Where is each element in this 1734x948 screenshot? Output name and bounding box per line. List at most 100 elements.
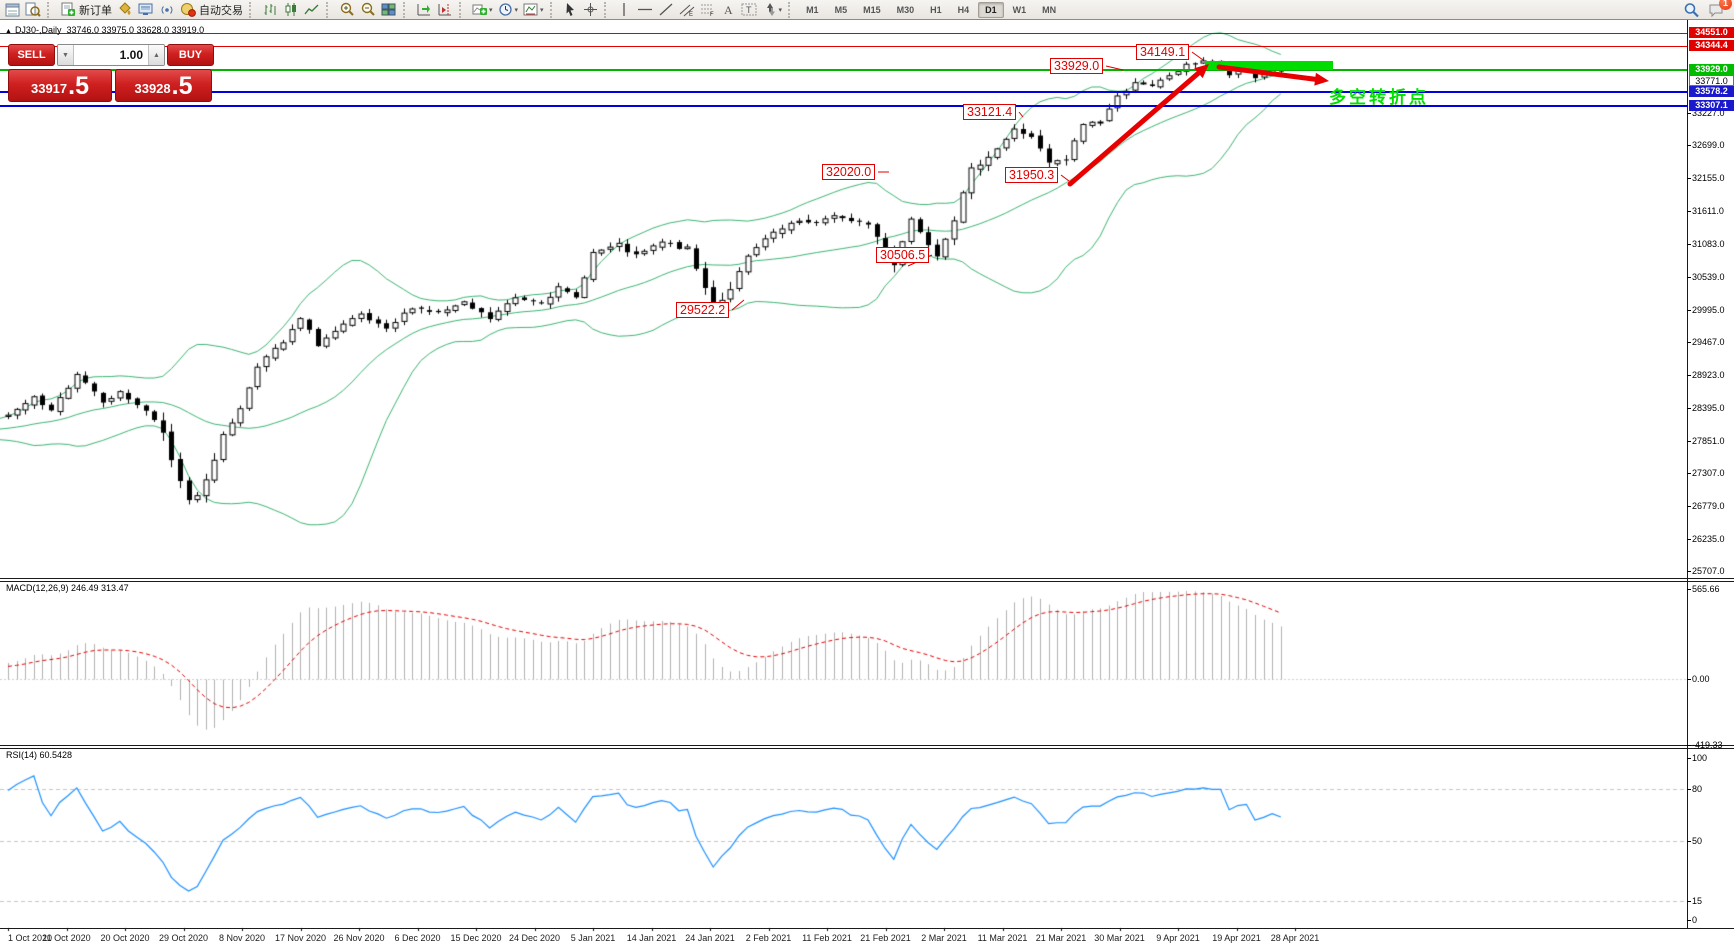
- autotrading-button[interactable]: 自动交易: [178, 1, 245, 19]
- add-indicator-button[interactable]: ▾: [470, 1, 495, 19]
- tile-windows-button[interactable]: [379, 1, 399, 19]
- chart-shift-button[interactable]: [435, 1, 455, 19]
- price-callout-label[interactable]: 30506.5: [876, 247, 930, 263]
- volume-increase-button[interactable]: ▲: [148, 45, 164, 65]
- date-tick-label: 2 Mar 2021: [921, 933, 967, 943]
- svg-text:F: F: [710, 12, 714, 17]
- toolbar-right-group: 1: [1681, 0, 1732, 19]
- collapse-triangle-icon[interactable]: ▲: [5, 28, 12, 35]
- date-tick-label: 15 Dec 2020: [450, 933, 502, 943]
- price-callout-label[interactable]: 34149.1: [1136, 44, 1190, 60]
- timeframe-button-w1[interactable]: W1: [1012, 4, 1027, 15]
- date-tick-label: 11 Feb 2021: [802, 933, 852, 943]
- text-button[interactable]: A: [719, 1, 738, 19]
- time-axis-line: [0, 928, 1734, 929]
- timeframe-button-m5[interactable]: M5: [834, 4, 848, 15]
- candlestick-chart-button[interactable]: [281, 1, 301, 19]
- price-tick-label: 27307.0: [1687, 468, 1725, 478]
- price-tick-label: 32155.0: [1687, 173, 1725, 183]
- price-tick-label: 26779.0: [1687, 501, 1725, 511]
- price-callout-label[interactable]: 33121.4: [963, 104, 1017, 120]
- templates-button[interactable]: ▾: [521, 1, 546, 19]
- timeframe-button-d1[interactable]: D1: [978, 1, 1004, 18]
- dropdown-caret-icon: ▾: [540, 6, 544, 14]
- date-tick-label: 20 Oct 2020: [100, 933, 150, 943]
- timeframe-button-h1[interactable]: H1: [930, 4, 942, 15]
- horizontal-line-object[interactable]: [0, 69, 1687, 71]
- sell-price-pip: .5: [68, 72, 89, 100]
- buy-price-button[interactable]: 33928 .5: [115, 69, 212, 102]
- toolbar-separator: [549, 1, 557, 18]
- sell-price-button[interactable]: 33917 .5: [8, 69, 112, 102]
- arrows-button[interactable]: ▾: [760, 1, 785, 19]
- styles-icon[interactable]: [115, 1, 135, 19]
- price-tick-label: 29467.0: [1687, 337, 1725, 347]
- date-tick-label: 6 Dec 2020: [394, 933, 441, 943]
- date-tick-label: 30 Mar 2021: [1094, 933, 1145, 943]
- crosshair-button[interactable]: [581, 1, 600, 19]
- timeframe-button-m30[interactable]: M30: [896, 4, 915, 15]
- zoom-out-button[interactable]: [358, 1, 378, 19]
- price-callout-label[interactable]: 32020.0: [822, 164, 876, 180]
- trendline-button[interactable]: [656, 1, 676, 19]
- timeframe-button-h4[interactable]: H4: [957, 4, 970, 15]
- panel-separator[interactable]: [0, 745, 1734, 746]
- volume-decrease-button[interactable]: ▼: [58, 45, 74, 65]
- date-tick-label: 17 Nov 2020: [274, 933, 327, 943]
- price-callout-label[interactable]: 29522.2: [676, 302, 730, 318]
- price-tick-label: 100: [1686, 753, 1708, 763]
- timeframe-button-mn[interactable]: MN: [1042, 4, 1057, 15]
- panel-separator[interactable]: [0, 578, 1734, 579]
- price-callout-label[interactable]: 33929.0: [1050, 58, 1104, 74]
- price-tick-label: 33227.0: [1687, 108, 1725, 118]
- date-tick-label: 5 Jan 2021: [570, 933, 616, 943]
- periods-button[interactable]: ▾: [496, 1, 521, 19]
- horizontal-line-object[interactable]: [0, 91, 1687, 93]
- price-axis-line: [1687, 20, 1688, 929]
- notifications-button[interactable]: 1: [1706, 0, 1732, 19]
- price-tick-label: 0.00: [1687, 674, 1710, 684]
- line-chart-button[interactable]: [302, 1, 322, 19]
- dropdown-caret-icon: ▾: [514, 6, 519, 14]
- level-price-label: 34344.4: [1689, 40, 1734, 51]
- horizontal-line-button[interactable]: [635, 1, 655, 19]
- horizontal-line-object[interactable]: [0, 105, 1687, 107]
- equidistant-channel-button[interactable]: E: [677, 1, 697, 19]
- zoom-in-button[interactable]: [337, 1, 357, 19]
- chart-text-annotation[interactable]: 多空转折点: [1329, 88, 1429, 107]
- level-price-label: 33307.1: [1689, 100, 1734, 111]
- buy-button[interactable]: BUY: [167, 44, 214, 66]
- dropdown-caret-icon: ▾: [778, 6, 783, 14]
- svg-text:A: A: [724, 3, 733, 17]
- date-tick-label: 26 Nov 2020: [333, 933, 385, 943]
- fibonacci-button[interactable]: F: [698, 1, 718, 19]
- horizontal-line-object[interactable]: [0, 33, 1687, 34]
- vertical-line-button[interactable]: [615, 1, 634, 19]
- panel-separator[interactable]: [0, 748, 1734, 749]
- terminal-button[interactable]: [136, 1, 156, 19]
- macd-label: MACD(12,26,9) 246.49 313.47: [6, 583, 129, 593]
- toolbar-separator: [788, 1, 795, 18]
- signal-icon[interactable]: [157, 1, 177, 19]
- new-order-button[interactable]: 新订单: [58, 1, 114, 19]
- date-tick-label: 9 Apr 2021: [1156, 933, 1200, 943]
- timeframe-button-m15[interactable]: M15: [863, 4, 881, 15]
- cursor-button[interactable]: [561, 1, 580, 19]
- data-window-button[interactable]: [23, 1, 43, 19]
- sell-button[interactable]: SELL: [8, 44, 55, 66]
- timeframe-button-m1[interactable]: M1: [806, 4, 819, 15]
- horizontal-line-object[interactable]: [0, 46, 1687, 47]
- dropdown-caret-icon: ▾: [489, 6, 493, 14]
- volume-input[interactable]: 1.00: [119, 48, 143, 62]
- charts-list-button[interactable]: [3, 1, 22, 19]
- bar-chart-button[interactable]: [260, 1, 280, 19]
- text-label-button[interactable]: T: [739, 1, 759, 19]
- panel-separator[interactable]: [0, 581, 1734, 582]
- buy-price-int: 33928: [134, 81, 171, 96]
- auto-scroll-button[interactable]: [414, 1, 434, 19]
- price-callout-label[interactable]: 31950.3: [1005, 167, 1059, 183]
- search-button[interactable]: [1681, 1, 1702, 19]
- one-click-trading-panel: SELL ▼ 1.00 ▲ BUY 33917 .5 33928 .5: [8, 44, 214, 102]
